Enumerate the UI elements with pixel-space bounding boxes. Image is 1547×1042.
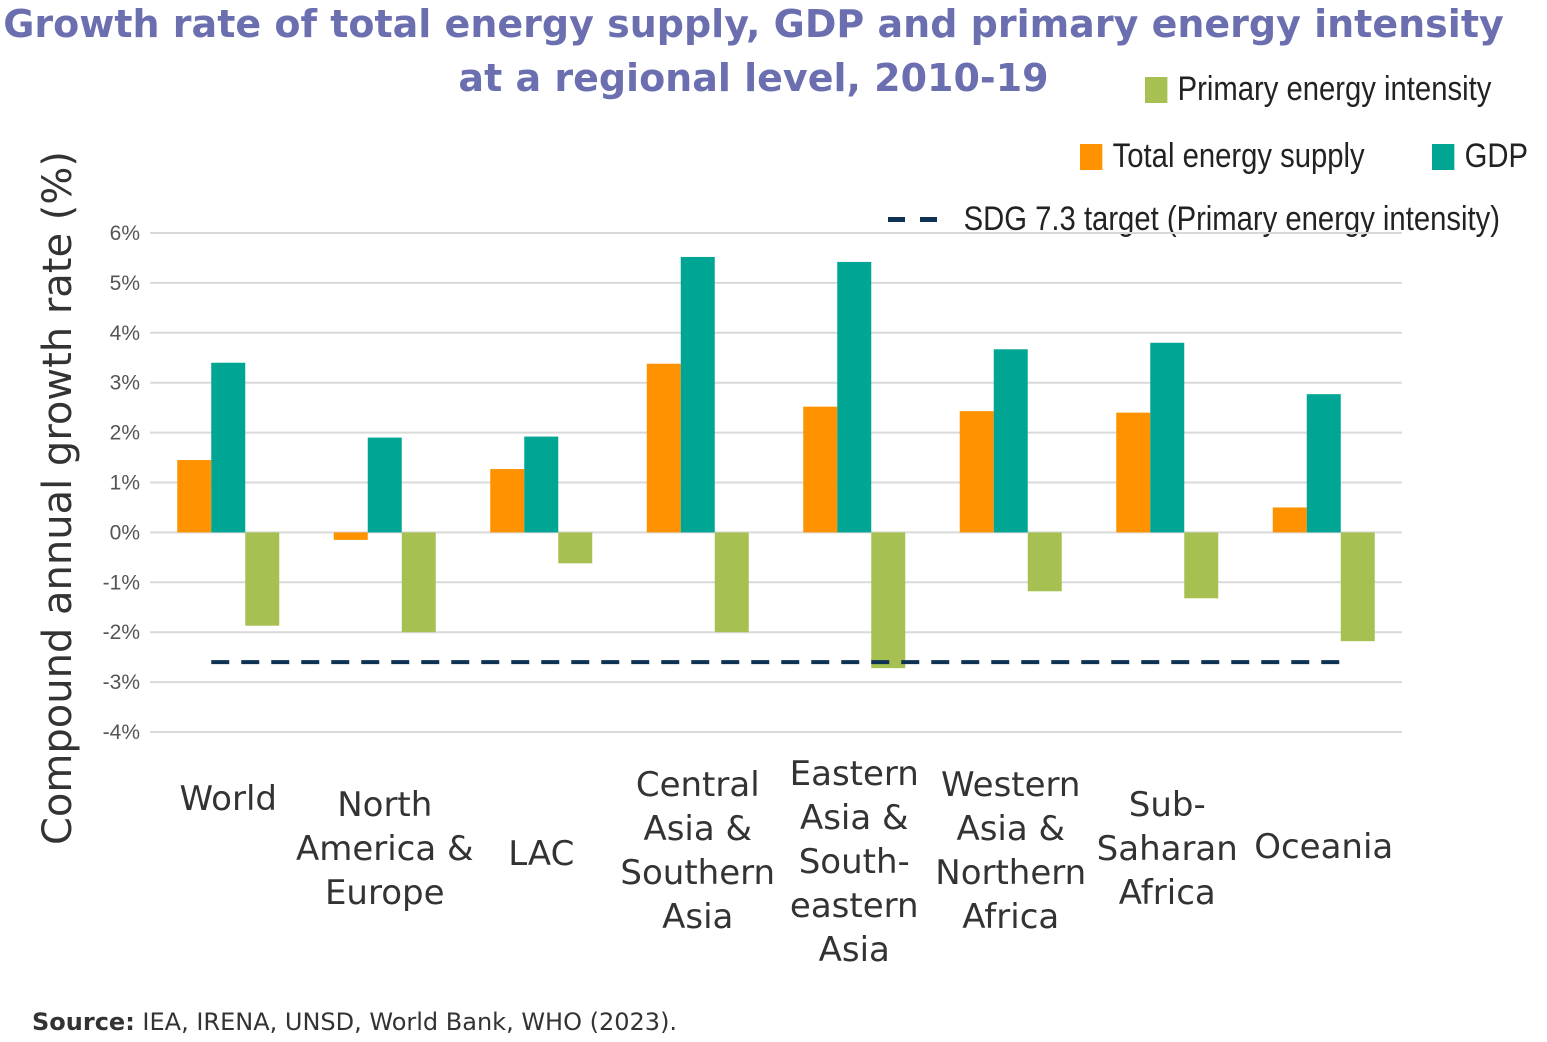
x-category-label: North America & Europe xyxy=(295,785,474,913)
x-category-label: LAC xyxy=(508,834,575,874)
legend-label-primary-energy-intensity: Primary energy intensity xyxy=(1177,70,1492,108)
bar-primary-energy-intensity xyxy=(714,532,749,633)
bar-total-energy-supply xyxy=(177,460,212,533)
legend-swatch-primary-energy-intensity xyxy=(1145,76,1168,103)
chart-title-line-2: at a regional level, 2010-19 xyxy=(458,56,1049,100)
legend-label-gdp: GDP xyxy=(1464,137,1529,175)
bar-gdp xyxy=(680,256,715,533)
y-tick-label: 0% xyxy=(110,521,140,544)
y-tick-label: 4% xyxy=(110,322,140,345)
x-category-label: Eastern Asia & South- eastern Asia xyxy=(789,754,919,970)
y-tick-label: -3% xyxy=(103,671,140,694)
legend-item-sdg-target: SDG 7.3 target (Primary energy intensity… xyxy=(888,200,1500,239)
y-tick-label: -1% xyxy=(103,571,140,594)
bar-primary-energy-intensity xyxy=(871,532,906,669)
bar-total-energy-supply xyxy=(646,363,681,533)
bar-primary-energy-intensity xyxy=(558,532,593,564)
y-tick-label: 6% xyxy=(110,222,140,245)
bar-gdp xyxy=(1306,394,1341,533)
bar-primary-energy-intensity xyxy=(401,532,436,633)
y-tick-label: 2% xyxy=(110,422,140,445)
bar-total-energy-supply xyxy=(490,469,525,533)
legend-label-sdg-target: SDG 7.3 target (Primary energy intensity… xyxy=(963,200,1500,238)
legend-dash-sdg-target xyxy=(888,217,938,222)
legend-item-gdp: GDP xyxy=(1432,137,1528,176)
y-tick-label: 5% xyxy=(110,272,140,295)
y-tick-label: -2% xyxy=(103,621,140,644)
bar-gdp xyxy=(524,436,559,533)
chart-title-line-1: Growth rate of total energy supply, GDP … xyxy=(3,2,1504,46)
source-text: IEA, IRENA, UNSD, World Bank, WHO (2023)… xyxy=(134,1008,678,1036)
source-note: Source: IEA, IRENA, UNSD, World Bank, WH… xyxy=(32,1008,677,1036)
bar-primary-energy-intensity xyxy=(1184,532,1219,599)
bar-gdp xyxy=(837,261,872,533)
x-category-label: Sub- Saharan Africa xyxy=(1096,785,1238,913)
x-category-label: Central Asia & Southern Asia xyxy=(620,765,776,937)
bar-primary-energy-intensity xyxy=(1027,532,1062,592)
y-tick-label: 3% xyxy=(110,372,140,395)
legend-swatch-total-energy-supply xyxy=(1080,143,1103,170)
legend-label-total-energy-supply: Total energy supply xyxy=(1112,137,1365,175)
legend-item-total-energy-supply: Total energy supply xyxy=(1080,137,1365,176)
bar-gdp xyxy=(1150,342,1185,533)
bar-gdp xyxy=(367,437,402,533)
bar-total-energy-supply xyxy=(1272,507,1307,533)
legend-item-primary-energy-intensity: Primary energy intensity xyxy=(1145,70,1491,109)
x-category-label: World xyxy=(179,779,277,819)
source-label: Source: xyxy=(32,1008,135,1036)
y-tick-label: -4% xyxy=(103,721,140,744)
bar-total-energy-supply xyxy=(803,406,838,533)
bar-gdp xyxy=(993,349,1028,533)
bar-primary-energy-intensity xyxy=(245,532,280,626)
bar-gdp xyxy=(211,362,246,533)
x-category-label: Western Asia & Northern Africa xyxy=(935,765,1087,937)
bar-total-energy-supply xyxy=(333,532,368,540)
bar-primary-energy-intensity xyxy=(1340,532,1375,642)
legend-swatch-gdp xyxy=(1432,143,1455,170)
x-category-label: Oceania xyxy=(1254,827,1394,867)
bar-total-energy-supply xyxy=(1116,412,1151,533)
bar-total-energy-supply xyxy=(959,411,994,533)
y-tick-label: 1% xyxy=(110,472,140,495)
